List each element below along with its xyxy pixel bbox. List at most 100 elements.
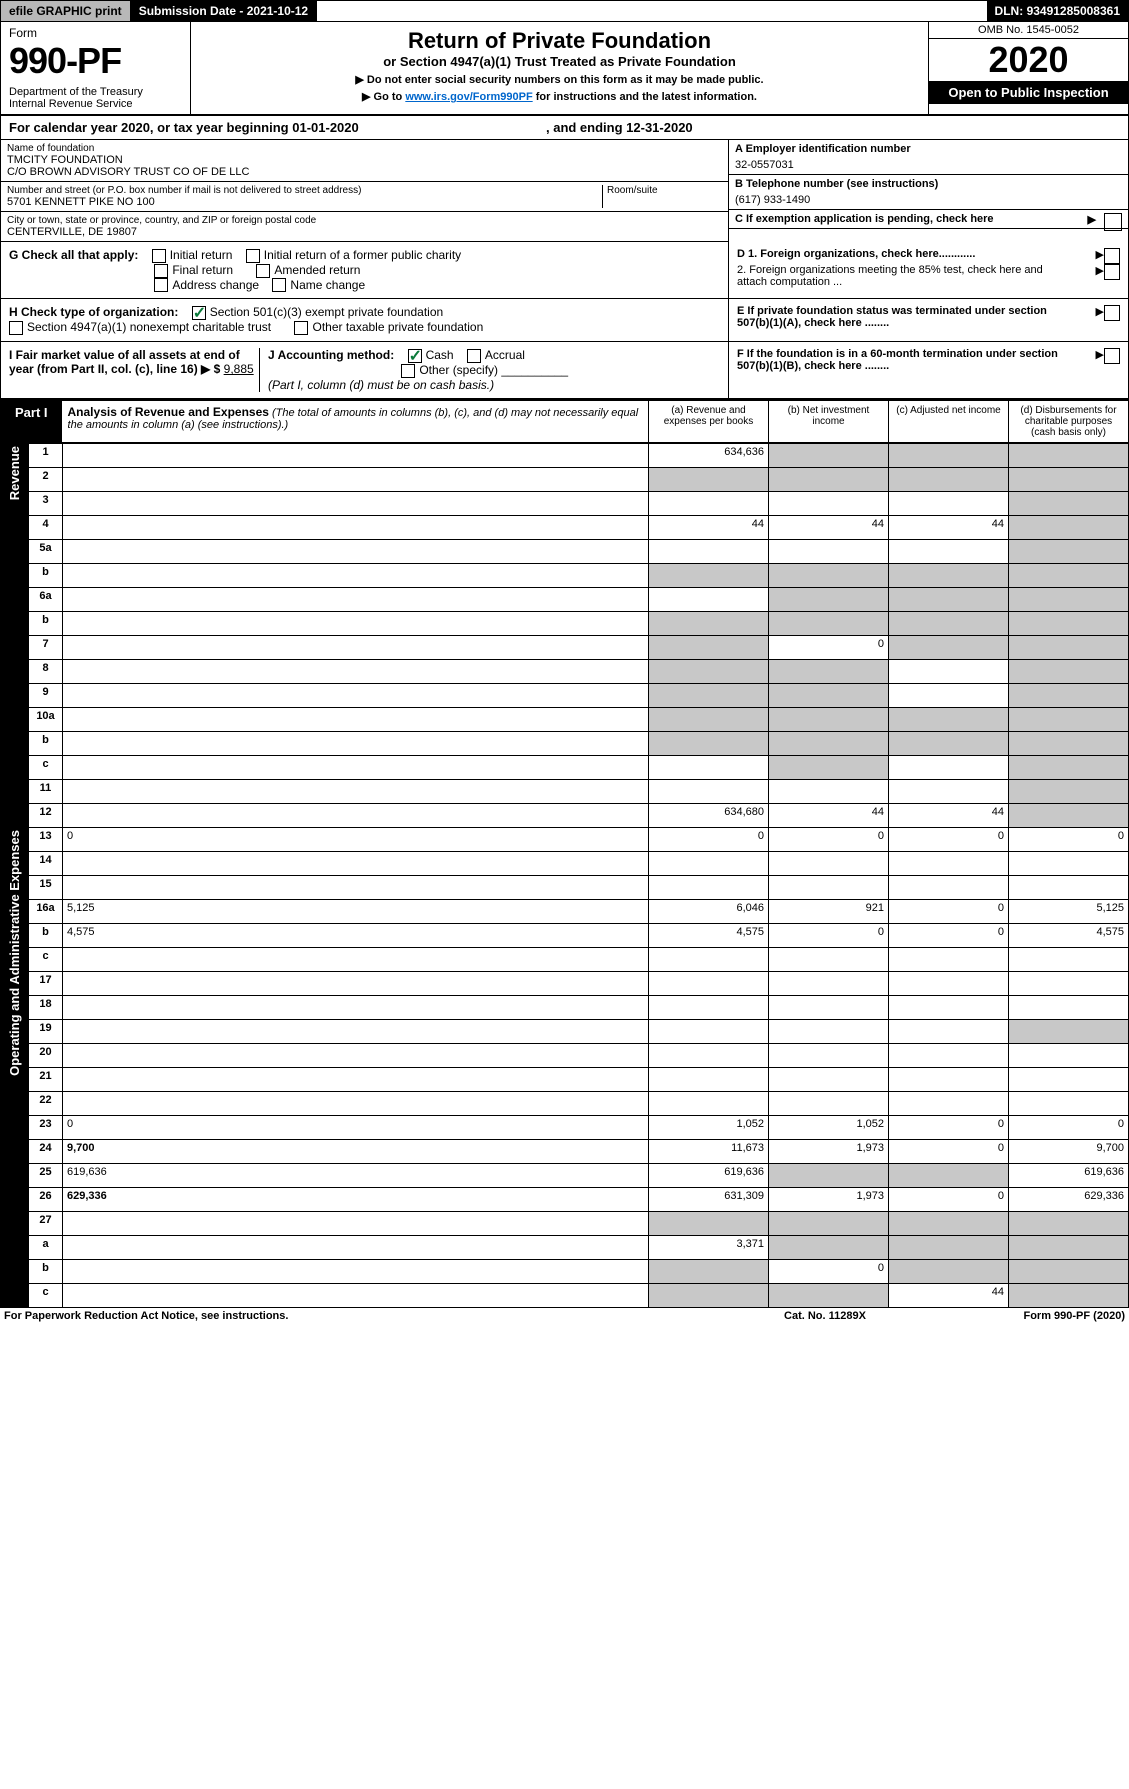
chk-other-method[interactable]: [401, 364, 415, 378]
amount-cell: [649, 731, 769, 755]
amount-cell: [769, 491, 889, 515]
amount-cell: [1009, 1043, 1129, 1067]
table-row: b: [1, 731, 1129, 755]
amount-cell: [889, 539, 1009, 563]
line-number: 13: [29, 827, 63, 851]
line-desc: [63, 875, 649, 899]
line-number: 25: [29, 1163, 63, 1187]
amount-cell: [889, 587, 1009, 611]
amount-cell: [1009, 803, 1129, 827]
page-footer: For Paperwork Reduction Act Notice, see …: [0, 1308, 1129, 1324]
amount-cell: [649, 539, 769, 563]
line-desc: [63, 995, 649, 1019]
amount-cell: 9,700: [1009, 1139, 1129, 1163]
top-bar: efile GRAPHIC print Submission Date - 20…: [0, 0, 1129, 22]
line-number: 9: [29, 683, 63, 707]
line-number: c: [29, 1283, 63, 1307]
amount-cell: [649, 1043, 769, 1067]
amount-cell: [1009, 971, 1129, 995]
line-desc: [63, 1259, 649, 1283]
line-number: 3: [29, 491, 63, 515]
omb-number: OMB No. 1545-0052: [929, 22, 1128, 39]
amount-cell: [649, 947, 769, 971]
amount-cell: [649, 1283, 769, 1307]
amount-cell: 0: [1009, 827, 1129, 851]
chk-final-return[interactable]: [154, 264, 168, 278]
entity-info: Name of foundation TMCITY FOUNDATION C/O…: [0, 140, 1129, 242]
footer-left: For Paperwork Reduction Act Notice, see …: [4, 1310, 725, 1322]
footer-mid: Cat. No. 11289X: [725, 1310, 925, 1322]
line-desc: 5,125: [63, 899, 649, 923]
chk-f[interactable]: [1104, 348, 1120, 364]
line-number: b: [29, 1259, 63, 1283]
form-title: Return of Private Foundation: [199, 28, 920, 54]
line-number: 21: [29, 1067, 63, 1091]
amount-cell: [1009, 755, 1129, 779]
amount-cell: 44: [649, 515, 769, 539]
fmv-value: 9,885: [224, 362, 254, 376]
form-note-1: ▶ Do not enter social security numbers o…: [199, 73, 920, 86]
chk-d1[interactable]: [1104, 248, 1120, 264]
chk-4947[interactable]: [9, 321, 23, 335]
amount-cell: [889, 635, 1009, 659]
line-desc: 4,575: [63, 923, 649, 947]
chk-other-taxable[interactable]: [294, 321, 308, 335]
line-desc: [63, 803, 649, 827]
amount-cell: [649, 635, 769, 659]
line-desc: [63, 563, 649, 587]
footer-right: Form 990-PF (2020): [925, 1310, 1125, 1322]
part1-label: Part I: [1, 401, 62, 442]
amount-cell: 11,673: [649, 1139, 769, 1163]
amount-cell: [1009, 635, 1129, 659]
line-number: 22: [29, 1091, 63, 1115]
section-label: Revenue: [1, 443, 29, 827]
amount-cell: [889, 1211, 1009, 1235]
form-number: 990-PF: [9, 40, 182, 82]
chk-accrual[interactable]: [467, 349, 481, 363]
amount-cell: [649, 707, 769, 731]
chk-amended[interactable]: [256, 264, 270, 278]
chk-cash[interactable]: [408, 349, 422, 363]
line-desc: [63, 1067, 649, 1091]
line-desc: [63, 635, 649, 659]
line-number: 19: [29, 1019, 63, 1043]
amount-cell: [649, 587, 769, 611]
table-row: 2301,0521,05200: [1, 1115, 1129, 1139]
chk-initial-return[interactable]: [152, 249, 166, 263]
amount-cell: [769, 851, 889, 875]
amount-cell: [889, 971, 1009, 995]
checkbox-c[interactable]: [1104, 213, 1122, 231]
table-row: 16a5,1256,04692105,125: [1, 899, 1129, 923]
line-desc: [63, 851, 649, 875]
table-row: b: [1, 611, 1129, 635]
line-desc: [63, 731, 649, 755]
amount-cell: [769, 707, 889, 731]
amount-cell: [1009, 995, 1129, 1019]
section-h: H Check type of organization: Section 50…: [1, 299, 728, 341]
line-desc: 0: [63, 827, 649, 851]
chk-name-change[interactable]: [272, 278, 286, 292]
section-d: ▶ D 1. Foreign organizations, check here…: [728, 242, 1128, 298]
chk-initial-public[interactable]: [246, 249, 260, 263]
amount-cell: 0: [889, 899, 1009, 923]
chk-501c3[interactable]: [192, 306, 206, 320]
table-row: c: [1, 755, 1129, 779]
analysis-table: Revenue1634,6362344444445ab6ab708910abc1…: [0, 443, 1129, 1308]
table-row: 249,70011,6731,97309,700: [1, 1139, 1129, 1163]
table-row: 11: [1, 779, 1129, 803]
amount-cell: [889, 1163, 1009, 1187]
col-d-header: (d) Disbursements for charitable purpose…: [1008, 401, 1128, 442]
line-number: 16a: [29, 899, 63, 923]
amount-cell: [1009, 731, 1129, 755]
line-number: 27: [29, 1211, 63, 1235]
chk-e[interactable]: [1104, 305, 1120, 321]
line-number: 18: [29, 995, 63, 1019]
line-number: 7: [29, 635, 63, 659]
irs-link[interactable]: www.irs.gov/Form990PF: [405, 91, 532, 103]
chk-d2[interactable]: [1104, 264, 1120, 280]
line-number: 12: [29, 803, 63, 827]
amount-cell: [769, 563, 889, 587]
amount-cell: [769, 587, 889, 611]
chk-address-change[interactable]: [154, 278, 168, 292]
amount-cell: [889, 1019, 1009, 1043]
